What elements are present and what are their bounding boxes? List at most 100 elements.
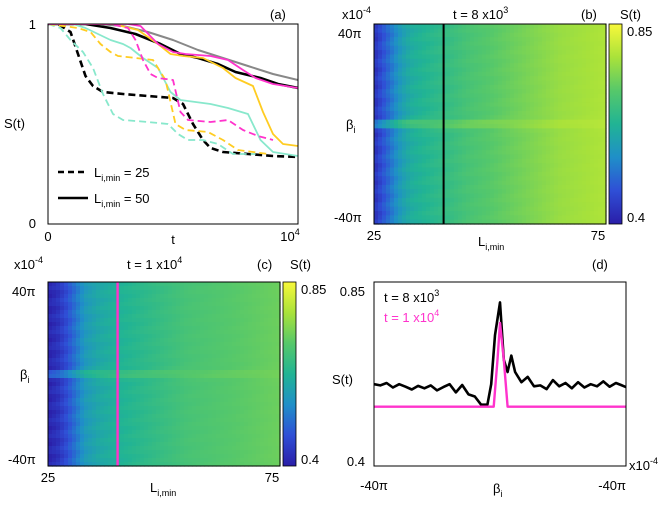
- heatmap-cell: [132, 306, 137, 311]
- heatmap-cell: [88, 318, 93, 323]
- heatmap-cell: [124, 342, 129, 347]
- heatmap-cell: [148, 462, 153, 467]
- heatmap-cell: [402, 202, 407, 208]
- heatmap-cell: [136, 442, 141, 447]
- heatmap-cell: [236, 438, 241, 443]
- heatmap-cell: [390, 80, 395, 86]
- heatmap-cell: [96, 446, 101, 451]
- heatmap-cell: [48, 338, 53, 343]
- heatmap-cell: [236, 434, 241, 439]
- heatmap-cell: [570, 158, 575, 164]
- heatmap-cell: [490, 154, 495, 160]
- heatmap-cell: [108, 434, 113, 439]
- heatmap-cell: [374, 93, 379, 99]
- heatmap-cell: [414, 137, 419, 142]
- heatmap-cell: [52, 434, 57, 439]
- heatmap-cell: [558, 45, 563, 51]
- heatmap-cell: [386, 102, 391, 108]
- heatmap-cell: [590, 184, 595, 190]
- heatmap-cell: [534, 202, 539, 208]
- heatmap-cell: [594, 50, 599, 56]
- heatmap-cell: [212, 462, 217, 467]
- heatmap-cell: [486, 137, 491, 142]
- heatmap-cell: [414, 197, 419, 203]
- heatmap-cell: [414, 163, 419, 169]
- heatmap-cell: [470, 97, 475, 103]
- heatmap-cell: [538, 141, 543, 147]
- heatmap-cell: [522, 180, 527, 186]
- heatmap-cell: [598, 124, 603, 129]
- heatmap-cell: [144, 462, 149, 467]
- heatmap-cell: [56, 310, 61, 315]
- heatmap-cell: [594, 28, 599, 34]
- heatmap-cell: [224, 390, 229, 395]
- heatmap-cell: [156, 454, 161, 459]
- heatmap-cell: [48, 306, 53, 311]
- heatmap-cell: [562, 202, 567, 208]
- heatmap-cell: [378, 176, 383, 182]
- heatmap-cell: [450, 180, 455, 186]
- heatmap-cell: [84, 454, 89, 459]
- heatmap-cell: [212, 406, 217, 411]
- heatmap-cell: [96, 298, 101, 303]
- heatmap-cell: [172, 430, 177, 435]
- heatmap-cell: [474, 132, 479, 138]
- heatmap-cell: [378, 184, 383, 190]
- heatmap-cell: [478, 119, 483, 125]
- heatmap-cell: [76, 398, 81, 403]
- heatmap-cell: [470, 32, 475, 38]
- heatmap-cell: [526, 145, 531, 151]
- heatmap-cell: [192, 410, 197, 415]
- heatmap-cell: [232, 290, 237, 295]
- heatmap-cell: [88, 386, 93, 391]
- heatmap-cell: [64, 390, 69, 395]
- heatmap-cell: [398, 93, 403, 99]
- heatmap-cell: [382, 89, 387, 95]
- heatmap-cell: [168, 394, 173, 399]
- heatmap-cell: [498, 189, 503, 195]
- heatmap-cell: [434, 84, 439, 90]
- heatmap-cell: [582, 80, 587, 86]
- heatmap-cell: [454, 76, 459, 82]
- heatmap-cell: [498, 93, 503, 99]
- heatmap-cell: [434, 184, 439, 190]
- heatmap-cell: [514, 71, 519, 77]
- heatmap-cell: [76, 446, 81, 451]
- heatmap-cell: [160, 366, 165, 371]
- heatmap-cell: [108, 438, 113, 443]
- heatmap-cell: [132, 450, 137, 455]
- heatmap-cell: [52, 298, 57, 303]
- heatmap-cell: [542, 184, 547, 190]
- heatmap-cell: [152, 282, 157, 287]
- heatmap-cell: [450, 163, 455, 169]
- heatmap-cell: [382, 206, 387, 212]
- heatmap-cell: [538, 206, 543, 212]
- heatmap-cell: [64, 442, 69, 447]
- heatmap-cell: [446, 84, 451, 90]
- heatmap-cell: [196, 430, 201, 435]
- heatmap-cell: [120, 398, 125, 403]
- heatmap-cell: [168, 334, 173, 339]
- heatmap-cell: [470, 24, 475, 29]
- heatmap-cell: [124, 370, 129, 375]
- heatmap-cell: [538, 28, 543, 34]
- heatmap-cell: [498, 206, 503, 212]
- heatmap-cell: [176, 434, 181, 439]
- heatmap-cell: [506, 167, 511, 173]
- heatmap-cell: [498, 63, 503, 69]
- heatmap-cell: [398, 80, 403, 86]
- heatmap-cell: [518, 84, 523, 90]
- heatmap-cell: [192, 462, 197, 467]
- heatmap-cell: [128, 366, 133, 371]
- heatmap-cell: [148, 426, 153, 431]
- heatmap-cell: [490, 119, 495, 125]
- heatmap-cell: [462, 145, 467, 151]
- heatmap-cell: [526, 32, 531, 38]
- heatmap-cell: [212, 378, 217, 383]
- heatmap-cell: [104, 310, 109, 315]
- heatmap-cell: [474, 197, 479, 203]
- heatmap-cell: [470, 106, 475, 112]
- heatmap-cell: [132, 430, 137, 435]
- heatmap-cell: [136, 366, 141, 371]
- heatmap-cell: [160, 422, 165, 427]
